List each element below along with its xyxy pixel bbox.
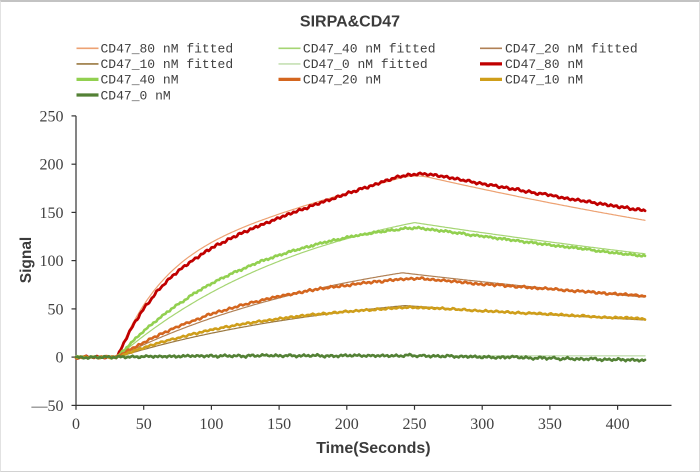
svg-text:CD47_20 nM: CD47_20 nM (303, 73, 381, 88)
svg-text:250: 250 (403, 416, 427, 433)
svg-text:100: 100 (40, 253, 64, 270)
svg-text:CD47_0 nM fitted: CD47_0 nM fitted (303, 57, 428, 72)
svg-text:400: 400 (606, 416, 630, 433)
svg-text:200: 200 (40, 157, 64, 174)
svg-text:50: 50 (136, 416, 152, 433)
svg-text:300: 300 (470, 416, 494, 433)
svg-text:Time(Seconds): Time(Seconds) (316, 440, 430, 457)
svg-text:CD47_20 nM fitted: CD47_20 nM fitted (505, 42, 638, 57)
svg-text:—50: —50 (31, 398, 64, 415)
svg-text:CD47_10 nM: CD47_10 nM (505, 73, 583, 88)
svg-text:150: 150 (267, 416, 291, 433)
svg-text:250: 250 (40, 108, 64, 125)
svg-text:CD47_10 nM fitted: CD47_10 nM fitted (101, 57, 234, 72)
svg-text:150: 150 (40, 205, 64, 222)
svg-text:200: 200 (335, 416, 359, 433)
svg-text:SIRPA&CD47: SIRPA&CD47 (300, 14, 400, 31)
svg-text:0: 0 (56, 350, 64, 367)
svg-text:100: 100 (199, 416, 223, 433)
svg-text:50: 50 (48, 301, 64, 318)
svg-text:CD47_40 nM: CD47_40 nM (101, 73, 179, 88)
svg-text:CD47_80 nM: CD47_80 nM (505, 57, 583, 72)
svg-text:Signal: Signal (18, 237, 35, 284)
svg-text:0: 0 (72, 416, 80, 433)
svg-text:CD47_80 nM fitted: CD47_80 nM fitted (101, 42, 234, 57)
svg-text:CD47_0 nM: CD47_0 nM (101, 88, 171, 103)
svg-text:CD47_40 nM fitted: CD47_40 nM fitted (303, 42, 436, 57)
svg-text:350: 350 (538, 416, 562, 433)
